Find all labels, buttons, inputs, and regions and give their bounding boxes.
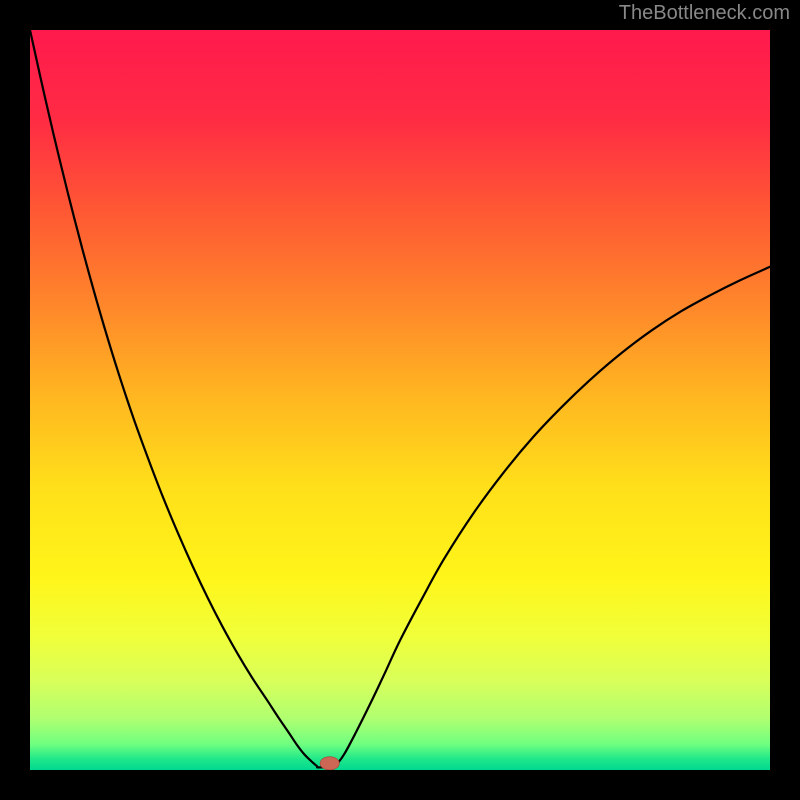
optimum-marker (320, 757, 339, 770)
plot-area (30, 30, 770, 770)
chart-frame: TheBottleneck.com (0, 0, 800, 800)
watermark-text: TheBottleneck.com (619, 2, 790, 25)
plot-svg (30, 30, 770, 770)
gradient-background (30, 30, 770, 770)
